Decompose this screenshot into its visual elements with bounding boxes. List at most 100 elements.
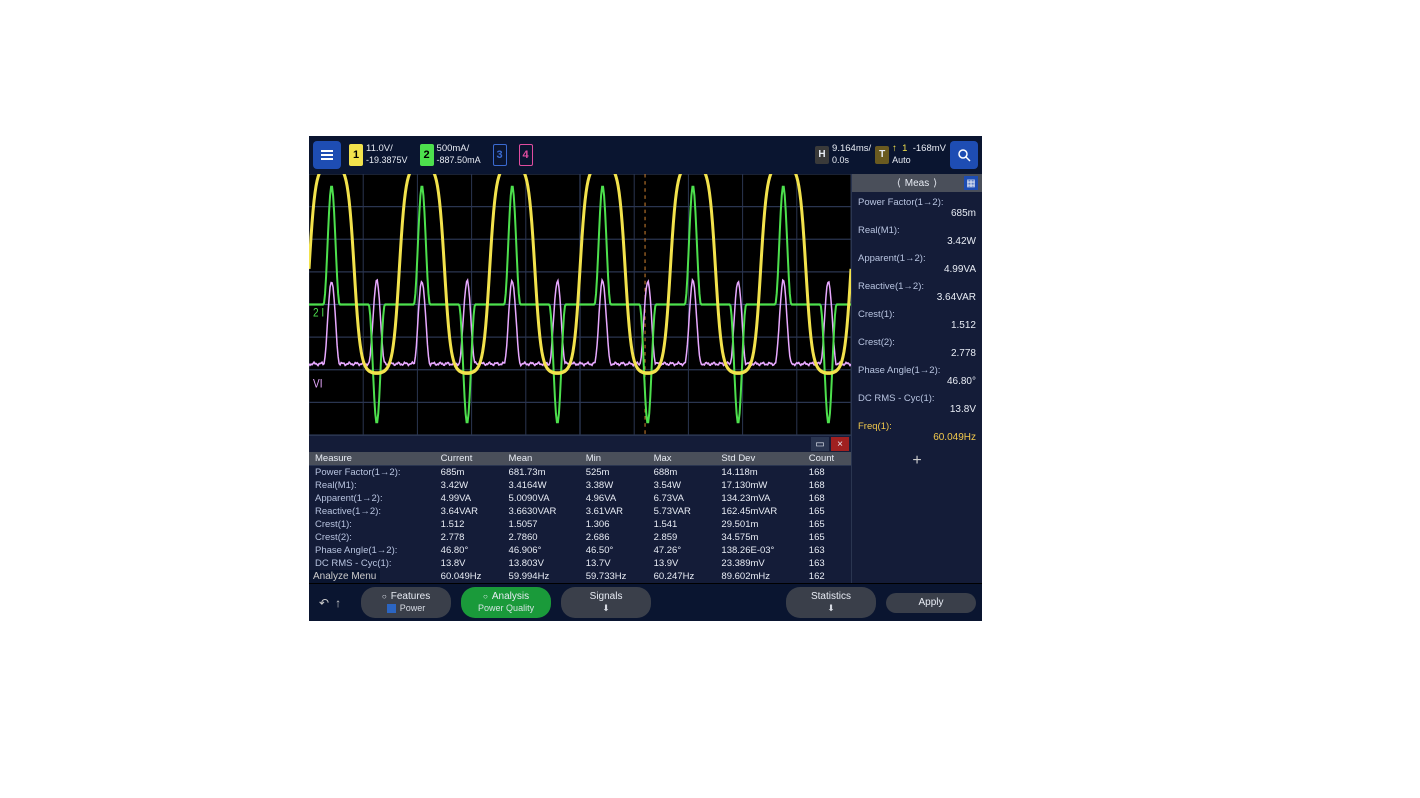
meas-item[interactable]: Power Factor(1→2):685m	[858, 194, 976, 222]
features-checkbox-icon	[387, 604, 396, 613]
analysis-selected: Power Quality	[478, 603, 534, 614]
svg-text:2 I: 2 I	[313, 307, 324, 320]
measurements-panel: ⟨ Meas ⟩ ▦ Power Factor(1→2):685mReal(M1…	[852, 174, 982, 583]
meas-item[interactable]: Crest(2):2.778	[858, 334, 976, 362]
stats-row-value: 13.803V	[503, 557, 580, 570]
softkey-bar: ↶ ↑ ○Features Power ○Analysis Power Qual…	[309, 583, 982, 621]
meas-item[interactable]: Phase Angle(1→2):46.80°	[858, 362, 976, 390]
stats-row-value: 681.73m	[503, 466, 580, 480]
stats-row[interactable]: Phase Angle(1→2):46.80°46.906°46.50°47.2…	[309, 544, 851, 557]
statistics-label: Statistics	[811, 591, 851, 603]
stats-col-header: Mean	[503, 452, 580, 466]
run-stop-button[interactable]	[950, 141, 978, 169]
stats-row-value: 1.541	[648, 518, 716, 531]
meas-item-label: Crest(2):	[858, 337, 976, 348]
stats-row-value: 162	[803, 570, 851, 583]
meas-add-button[interactable]: +	[858, 446, 976, 476]
stats-row-value: 165	[803, 531, 851, 544]
channel-3-chip[interactable]: 3	[489, 143, 511, 167]
channel-2-chip[interactable]: 2 500mA/ -887.50mA	[416, 143, 485, 167]
stats-row-value: 34.575m	[715, 531, 802, 544]
channel-4-chip[interactable]: 4	[515, 143, 537, 167]
stats-row-value: 13.9V	[648, 557, 716, 570]
trigger-edge: ↑	[892, 143, 897, 154]
stats-row-value: 89.602mHz	[715, 570, 802, 583]
stats-row-value: 46.80°	[435, 544, 503, 557]
stats-row[interactable]: Crest(2):2.7782.78602.6862.85934.575m165	[309, 531, 851, 544]
channel-3-badge: 3	[493, 144, 507, 166]
stats-row[interactable]: Freq(1):60.049Hz59.994Hz59.733Hz60.247Hz…	[309, 570, 851, 583]
stats-row-value: 46.906°	[503, 544, 580, 557]
waveform-column: 2 I VI ▭ × MeasureCurrentMeanMinMaxStd D…	[309, 174, 852, 583]
stats-row-value: 163	[803, 557, 851, 570]
meas-item-label: Power Factor(1→2):	[858, 197, 976, 208]
meas-item[interactable]: Reactive(1→2):3.64VAR	[858, 278, 976, 306]
stats-row[interactable]: Apparent(1→2):4.99VA5.0090VA4.96VA6.73VA…	[309, 492, 851, 505]
meas-item[interactable]: Apparent(1→2):4.99VA	[858, 250, 976, 278]
oscilloscope-frame: 1 11.0V/ -19.3875V 2 500mA/ -887.50mA 3 …	[309, 136, 982, 621]
stats-row-value: 46.50°	[580, 544, 648, 557]
main-menu-button[interactable]	[313, 141, 341, 169]
meas-item-freq[interactable]: Freq(1):60.049Hz	[858, 418, 976, 446]
meas-panel-header[interactable]: ⟨ Meas ⟩ ▦	[852, 174, 982, 192]
stats-row-value: 17.130mW	[715, 479, 802, 492]
meas-item-label: Phase Angle(1→2):	[858, 365, 976, 376]
stats-row-value: 13.8V	[435, 557, 503, 570]
timebase-key: H	[815, 146, 829, 164]
meas-item-label: Freq(1):	[858, 421, 976, 432]
stats-minimize-button[interactable]: ▭	[811, 437, 829, 451]
stats-col-header: Min	[580, 452, 648, 466]
channel-4-badge: 4	[519, 144, 533, 166]
meas-item[interactable]: DC RMS - Cyc(1):13.8V	[858, 390, 976, 418]
signals-softkey[interactable]: Signals ⬇	[561, 587, 651, 618]
statistics-softkey[interactable]: Statistics ⬇	[786, 587, 876, 618]
channel-1-chip[interactable]: 1 11.0V/ -19.3875V	[345, 143, 412, 167]
meas-item[interactable]: Crest(1):1.512	[858, 306, 976, 334]
stats-row-value: 23.389mV	[715, 557, 802, 570]
stats-row[interactable]: DC RMS - Cyc(1):13.8V13.803V13.7V13.9V23…	[309, 557, 851, 570]
apply-label: Apply	[918, 597, 943, 609]
stats-close-button[interactable]: ×	[831, 437, 849, 451]
statistics-table: MeasureCurrentMeanMinMaxStd DevCount Pow…	[309, 452, 851, 583]
features-softkey[interactable]: ○Features Power	[361, 587, 451, 618]
features-selected: Power	[400, 603, 426, 614]
stats-window-bar: ▭ ×	[309, 436, 851, 452]
statistics-arrow-icon: ⬇	[827, 603, 835, 614]
features-label: Features	[391, 591, 430, 603]
stats-row[interactable]: Real(M1):3.42W3.4164W3.38W3.54W17.130mW1…	[309, 479, 851, 492]
apply-softkey[interactable]: Apply	[886, 593, 976, 613]
stats-row-value: 162.45mVAR	[715, 505, 802, 518]
stats-row-value: 4.99VA	[435, 492, 503, 505]
analysis-softkey[interactable]: ○Analysis Power Quality	[461, 587, 551, 618]
stats-row-value: 525m	[580, 466, 648, 480]
svg-text:VI: VI	[313, 378, 322, 391]
stats-row-value: 688m	[648, 466, 716, 480]
zoom-icon	[956, 147, 972, 163]
stats-row-value: 5.73VAR	[648, 505, 716, 518]
stats-row[interactable]: Reactive(1→2):3.64VAR3.6630VAR3.61VAR5.7…	[309, 505, 851, 518]
trigger-src: 1	[902, 143, 907, 154]
stats-row-label: Reactive(1→2):	[309, 505, 435, 518]
stats-row[interactable]: Power Factor(1→2):685m681.73m525m688m14.…	[309, 466, 851, 480]
stats-col-header: Std Dev	[715, 452, 802, 466]
timebase-chip[interactable]: H 9.164ms/ 0.0s	[815, 144, 871, 165]
trigger-chip[interactable]: T ↑ 1 -168mV Auto	[875, 144, 946, 165]
stats-row[interactable]: Crest(1):1.5121.50571.3061.54129.501m165	[309, 518, 851, 531]
meas-item[interactable]: Real(M1):3.42W	[858, 222, 976, 250]
stats-row-value: 3.4164W	[503, 479, 580, 492]
stats-row-value: 685m	[435, 466, 503, 480]
analysis-label: Analysis	[492, 591, 529, 603]
meas-settings-icon[interactable]: ▦	[964, 176, 978, 190]
stats-row-value: 138.26E-03°	[715, 544, 802, 557]
stats-row-value: 3.42W	[435, 479, 503, 492]
stats-row-value: 165	[803, 505, 851, 518]
waveform-display[interactable]: 2 I VI	[309, 174, 851, 435]
main-area: 2 I VI ▭ × MeasureCurrentMeanMinMaxStd D…	[309, 174, 982, 583]
meas-item-label: DC RMS - Cyc(1):	[858, 393, 976, 404]
stats-row-value: 168	[803, 492, 851, 505]
stats-row-label: DC RMS - Cyc(1):	[309, 557, 435, 570]
timebase-pos: 0.0s	[832, 155, 871, 165]
meas-panel-title: Meas	[905, 178, 929, 189]
menu-nav-arrows[interactable]: ↶ ↑	[319, 596, 341, 610]
meas-item-value: 60.049Hz	[858, 432, 976, 443]
